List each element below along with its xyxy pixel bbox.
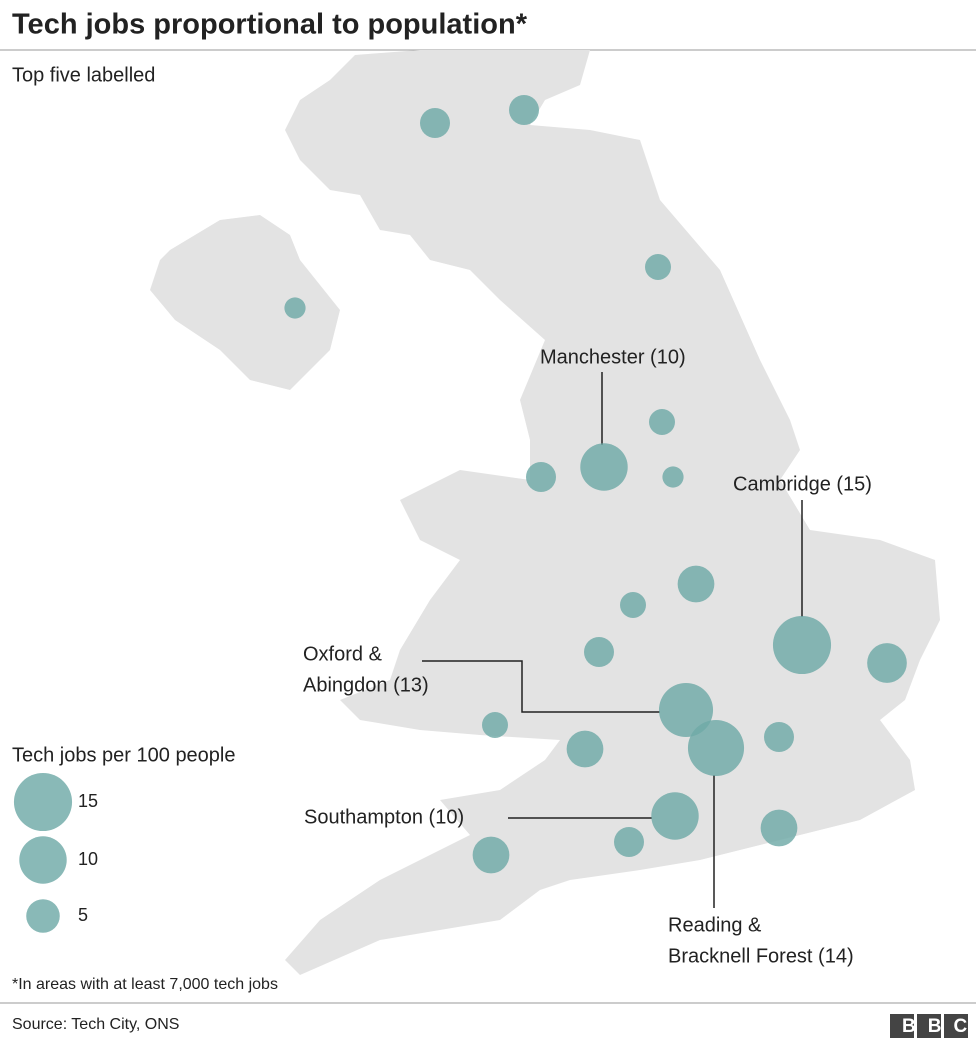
bubble-label: Abingdon (13) [303,674,429,696]
bubble [658,682,714,738]
legend-circle [26,899,60,933]
bubble [509,95,539,125]
legend-label: 10 [78,849,98,869]
bubble-label: Southampton (10) [304,806,464,828]
land [150,50,940,975]
subtitle: Top five labelled [12,64,155,86]
bubble-label: Manchester (10) [540,346,686,368]
bubble [584,637,614,667]
footnote: *In areas with at least 7,000 tech jobs [12,976,278,993]
bubble [472,836,510,874]
logo-block [944,1014,968,1038]
bubble [526,462,556,492]
legend-circle [13,772,73,832]
bubble [620,592,646,618]
bubble [566,730,604,768]
legend-label: 5 [78,905,88,925]
legend-label: 15 [78,791,98,811]
bubble [687,719,745,777]
bbc-logo: BBC [890,1014,976,1038]
bubble-label: Oxford & [303,643,383,665]
leader-line [422,660,660,713]
bubble [677,565,715,603]
bubble-labels: Manchester (10) Cambridge (15) Oxford & Abi… [303,346,872,967]
great-britain [285,50,940,975]
title: Tech jobs proportional to population* [12,9,528,41]
bubble [649,409,675,435]
legend-circle [19,836,67,884]
northern-ireland [150,215,340,390]
bubble [580,443,628,491]
bubble [662,466,684,488]
bubbles [284,95,907,874]
bubble [482,712,508,738]
bubble [645,254,671,280]
legend: 15 10 5 [13,772,98,933]
bubble [651,792,699,840]
bubble [420,108,450,138]
legend-title: Tech jobs per 100 people [12,744,236,766]
bubble [764,722,794,752]
logo-block [890,1014,914,1038]
bubble [284,297,306,319]
bubble-label: Bracknell Forest (14) [668,945,854,967]
leader-lines [422,372,803,908]
bubble-label: Cambridge (15) [733,473,872,495]
bubble [867,643,907,683]
bubble [760,809,798,847]
bubble-label: Reading & [668,914,762,936]
bubble [614,827,644,857]
bubble [772,615,832,675]
source: Source: Tech City, ONS [12,1016,179,1033]
logo-block [917,1014,941,1038]
logo-text: BBC [902,1016,976,1037]
